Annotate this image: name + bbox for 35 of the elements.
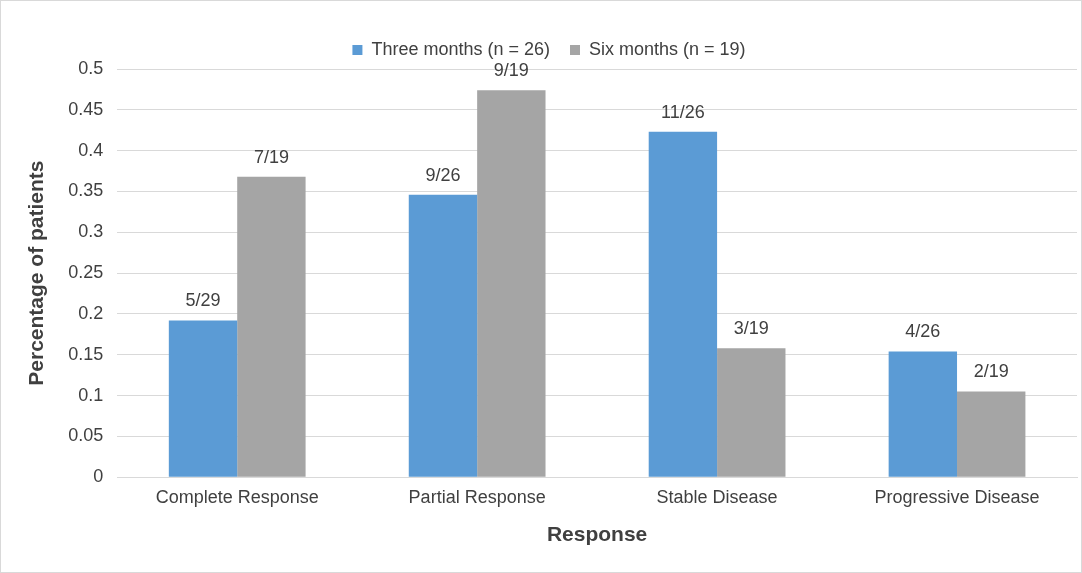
data-label: 5/29 <box>185 290 221 311</box>
x-axis-title: Response <box>546 522 648 546</box>
y-tick-label: 0.15 <box>68 343 104 364</box>
y-tick-label: 0.1 <box>78 384 104 405</box>
data-label: 4/26 <box>905 321 941 342</box>
y-tick-label: 0.4 <box>78 139 104 160</box>
x-tick-label: Progressive Disease <box>874 486 1040 507</box>
bar <box>408 194 478 477</box>
x-tick-label: Complete Response <box>155 486 319 507</box>
legend-label: Three months (n = 26) <box>371 38 551 59</box>
x-tick-label: Stable Disease <box>656 486 778 507</box>
data-label: 9/19 <box>493 60 529 81</box>
legend-label: Six months (n = 19) <box>589 38 746 59</box>
data-label: 3/19 <box>733 318 769 339</box>
y-tick-label: 0.5 <box>78 57 104 78</box>
bar <box>957 391 1026 477</box>
y-tick-label: 0 <box>93 466 104 487</box>
x-tick-label: Partial Response <box>408 486 546 507</box>
y-tick-label: 0.2 <box>78 302 104 323</box>
data-label: 11/26 <box>661 101 705 122</box>
data-label: 9/26 <box>425 164 461 185</box>
y-tick-label: 0.25 <box>68 262 104 283</box>
data-label: 2/19 <box>973 361 1009 382</box>
y-tick-label: 0.05 <box>68 425 104 446</box>
bar <box>477 90 546 477</box>
bar <box>648 131 718 477</box>
y-tick-label: 0.3 <box>78 221 104 242</box>
data-label: 7/19 <box>253 146 289 167</box>
bar <box>888 351 958 477</box>
y-tick-label: 0.45 <box>68 98 104 119</box>
bar <box>717 348 786 477</box>
bar <box>237 176 306 477</box>
bar <box>168 320 238 477</box>
y-axis-title: Percentage of patients <box>24 160 48 386</box>
y-tick-label: 0.35 <box>68 180 104 201</box>
